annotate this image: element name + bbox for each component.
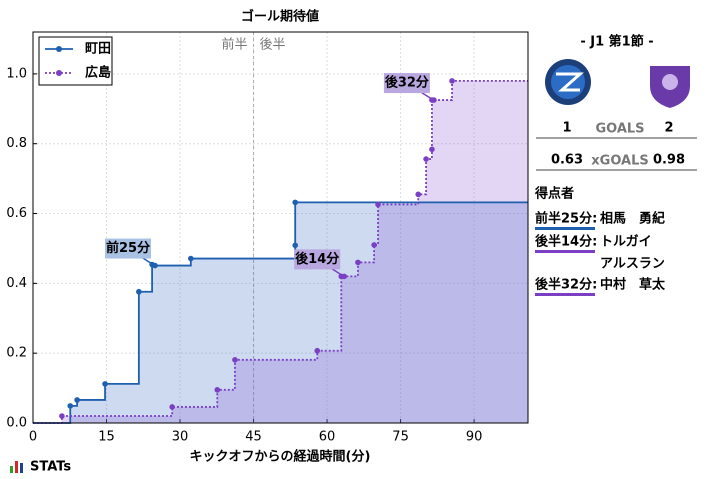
- point: [355, 259, 361, 266]
- home-logo: [545, 59, 591, 105]
- annotation: 後32分: [385, 75, 429, 91]
- point: [136, 288, 142, 295]
- scorer-underline: [535, 250, 595, 253]
- point: [431, 97, 437, 103]
- x-tick-label: 0: [29, 430, 37, 445]
- point: [375, 201, 381, 208]
- logo-bar: [15, 461, 18, 473]
- logo-inner: [551, 65, 585, 99]
- annotation-box: [383, 73, 430, 94]
- scorer-name: 相馬 勇紀: [600, 211, 665, 227]
- match-title: - J1 第1節 -: [580, 34, 653, 50]
- legend-marker: [56, 70, 62, 76]
- annotation: 前25分: [106, 240, 150, 256]
- scorer-name: トルガイ: [600, 235, 652, 250]
- scorer-name: 中村 草太: [600, 277, 666, 293]
- scorer-time: 後半14分:: [535, 234, 597, 250]
- point: [59, 413, 65, 419]
- plot-frame: [32, 31, 529, 424]
- x-tick-label: 60: [319, 430, 336, 445]
- point: [449, 78, 455, 84]
- scorer-name: アルスラン: [600, 257, 665, 272]
- legend-box: [38, 36, 113, 86]
- point: [102, 381, 108, 387]
- legend-label: 町田: [85, 42, 111, 57]
- away-xg: 0.98: [653, 153, 685, 168]
- annotation-box: [294, 249, 341, 270]
- point: [169, 404, 175, 410]
- point: [232, 357, 238, 363]
- scorer-time: 前半25分:: [535, 211, 597, 227]
- point: [423, 156, 429, 162]
- x-tick-label: 90: [466, 430, 483, 445]
- point: [371, 242, 377, 248]
- point: [74, 397, 80, 403]
- point: [292, 199, 299, 206]
- scorer-underline: [535, 227, 595, 230]
- logo-inner: [662, 74, 678, 90]
- y-tick-label: 0.6: [6, 206, 27, 221]
- legend-label: 広島: [85, 65, 111, 81]
- scorers-title: 得点者: [534, 186, 574, 202]
- annotation: 後14分: [295, 251, 339, 267]
- y-tick-label: 1.0: [6, 66, 27, 81]
- point: [292, 242, 299, 249]
- scorer-underline: [535, 293, 595, 296]
- away-logo: [650, 66, 690, 108]
- point: [67, 403, 74, 409]
- x-tick-label: 75: [392, 430, 409, 445]
- logo-z: [556, 72, 584, 92]
- halftime-label: 後半: [260, 38, 286, 53]
- xg-label: xGOALS: [591, 154, 648, 169]
- legend-marker: [56, 46, 62, 52]
- point: [214, 387, 221, 393]
- y-tick-label: 0.0: [6, 416, 27, 431]
- point: [341, 273, 348, 280]
- point: [152, 262, 158, 269]
- halftime-label: 前半: [222, 37, 248, 53]
- point: [314, 347, 321, 354]
- area: [33, 202, 528, 423]
- point: [188, 255, 194, 262]
- chart-title: ゴール期待値: [241, 9, 319, 25]
- brand: STATs: [30, 460, 71, 475]
- watermark: © SPORTERIA: [418, 406, 518, 421]
- brand-logo: STATs: [10, 460, 71, 475]
- point: [415, 191, 422, 198]
- goals-label: GOALS: [595, 122, 644, 137]
- logo-bar: [10, 466, 13, 473]
- away-goals: 2: [664, 121, 673, 136]
- x-tick-label: 15: [98, 430, 115, 445]
- x-tick-label: 30: [172, 430, 189, 445]
- annotation-box: [105, 238, 152, 259]
- point: [429, 146, 435, 153]
- scorer-time: 後半32分:: [535, 277, 597, 293]
- y-tick-label: 0.4: [6, 276, 27, 291]
- home-xg: 0.63: [551, 153, 583, 168]
- y-tick-label: 0.2: [6, 346, 27, 361]
- x-axis-label: キックオフからの経過時間(分): [190, 449, 371, 465]
- y-tick-label: 0.8: [6, 136, 27, 151]
- logo-bar: [20, 463, 23, 473]
- home-goals: 1: [562, 121, 571, 136]
- x-tick-label: 45: [245, 430, 262, 445]
- area: [33, 80, 528, 423]
